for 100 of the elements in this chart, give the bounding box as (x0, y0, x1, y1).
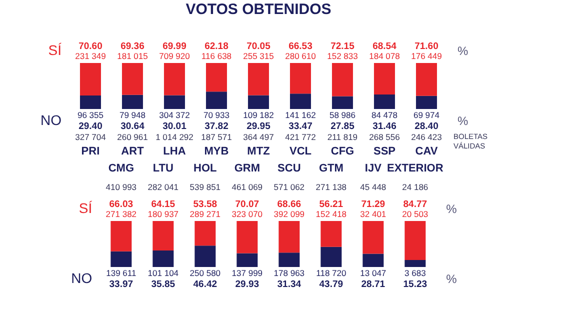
bar (362, 254, 384, 267)
text: 211 819 (327, 132, 358, 142)
data-label: 30.01 (162, 121, 188, 132)
bar (206, 92, 227, 109)
data-label: 53.58 (193, 199, 218, 210)
data-label: 66.53 (288, 41, 312, 52)
x-tick-label: CAV (415, 146, 438, 158)
bar (278, 252, 300, 267)
x-tick-label: MYB (204, 146, 229, 158)
data-label: 29.93 (235, 279, 260, 290)
data-label: 70.05 (246, 41, 272, 52)
bar (320, 246, 342, 267)
data-label: 29.95 (246, 121, 272, 132)
bar (206, 63, 227, 92)
annotation: 70 933 (203, 110, 230, 120)
text: 260 961 (117, 132, 148, 142)
annotation: 184 078 (369, 51, 400, 61)
bar (248, 63, 269, 96)
series-label: NO (71, 270, 92, 286)
data-label: 71.60 (414, 41, 438, 52)
text: 461 069 (232, 182, 263, 192)
x-tick-label: MTZ (247, 146, 270, 158)
data-label: 31.34 (277, 279, 302, 290)
x-tick-label: GRM (234, 162, 260, 174)
data-label: 15.23 (403, 279, 428, 290)
data-label: 56.21 (319, 199, 344, 210)
bar (404, 221, 426, 260)
annotation: 141 162 (285, 110, 316, 120)
bar (236, 253, 258, 267)
bar (122, 63, 143, 95)
data-label: 70.07 (235, 199, 260, 210)
annotation: 109 182 (243, 110, 274, 120)
text: % (446, 202, 458, 216)
data-label: 28.71 (361, 279, 386, 290)
data-label: 62.18 (204, 41, 228, 52)
data-label: 69.36 (120, 41, 144, 52)
bar (110, 251, 132, 267)
bar (80, 63, 101, 96)
data-label: 72.15 (330, 41, 356, 52)
annotation: 181 015 (117, 51, 148, 61)
text: 268 556 (369, 132, 400, 142)
annotation: 231 349 (75, 51, 106, 61)
annotation: 180 937 (148, 209, 179, 219)
bar (164, 63, 185, 96)
bar (290, 94, 311, 109)
annotation: 101 104 (148, 268, 179, 278)
data-label: 66.03 (109, 199, 134, 210)
data-label: 35.85 (151, 279, 176, 290)
bar (152, 250, 174, 267)
bar (164, 95, 185, 109)
data-label: 29.40 (78, 121, 102, 132)
annotation: 176 449 (411, 51, 442, 61)
data-label: 31.46 (372, 121, 396, 132)
data-label: 46.42 (193, 279, 218, 290)
annotation: 96 355 (77, 110, 104, 120)
annotation: 139 611 (106, 268, 136, 278)
text: 421 772 (285, 132, 316, 142)
text: 282 041 (148, 182, 179, 192)
annotation: 392 099 (274, 209, 305, 219)
annotation: 3 683 (404, 268, 426, 278)
data-label: 33.47 (288, 121, 312, 132)
annotation: 152 833 (327, 51, 358, 61)
annotation: 13 047 (360, 268, 386, 278)
bar (374, 63, 395, 95)
x-tick-label: GTM (318, 162, 344, 174)
annotation: 250 580 (190, 268, 221, 278)
text: % (446, 272, 458, 286)
annotation: 118 720 (316, 268, 346, 278)
text: 364 497 (243, 132, 274, 142)
x-tick-label: PRI (81, 146, 100, 158)
annotation: 79 948 (119, 110, 146, 120)
x-tick-label: SCU (278, 162, 301, 174)
bar (278, 221, 300, 253)
text: 246 423 (411, 132, 442, 142)
annotation: 304 372 (159, 110, 190, 120)
bar (374, 94, 395, 109)
data-label: 28.40 (414, 121, 438, 132)
data-label: 64.15 (151, 199, 176, 210)
x-tick-label: EXTERIOR (387, 162, 444, 174)
bar (236, 221, 258, 254)
bar (416, 63, 437, 96)
annotation: 289 271 (190, 209, 221, 219)
data-label: 30.64 (120, 121, 146, 132)
data-label: 68.54 (372, 41, 398, 52)
x-tick-label: IJV (364, 162, 382, 174)
data-label: 68.66 (277, 199, 302, 210)
series-label: SÍ (78, 200, 92, 216)
annotation: 280 610 (285, 51, 316, 61)
x-tick-label: ART (121, 146, 144, 158)
x-tick-label: SSP (373, 146, 396, 158)
annotation: 116 638 (201, 51, 232, 61)
x-tick-label: LTU (152, 162, 174, 174)
x-tick-label: HOL (194, 162, 218, 174)
text: 271 138 (316, 182, 347, 192)
data-label: 69.99 (162, 41, 186, 52)
data-label: 71.29 (361, 199, 386, 210)
annotation: 255 315 (243, 51, 274, 61)
bar (362, 221, 384, 254)
bar (152, 221, 174, 251)
annotation: 69 974 (413, 110, 440, 120)
